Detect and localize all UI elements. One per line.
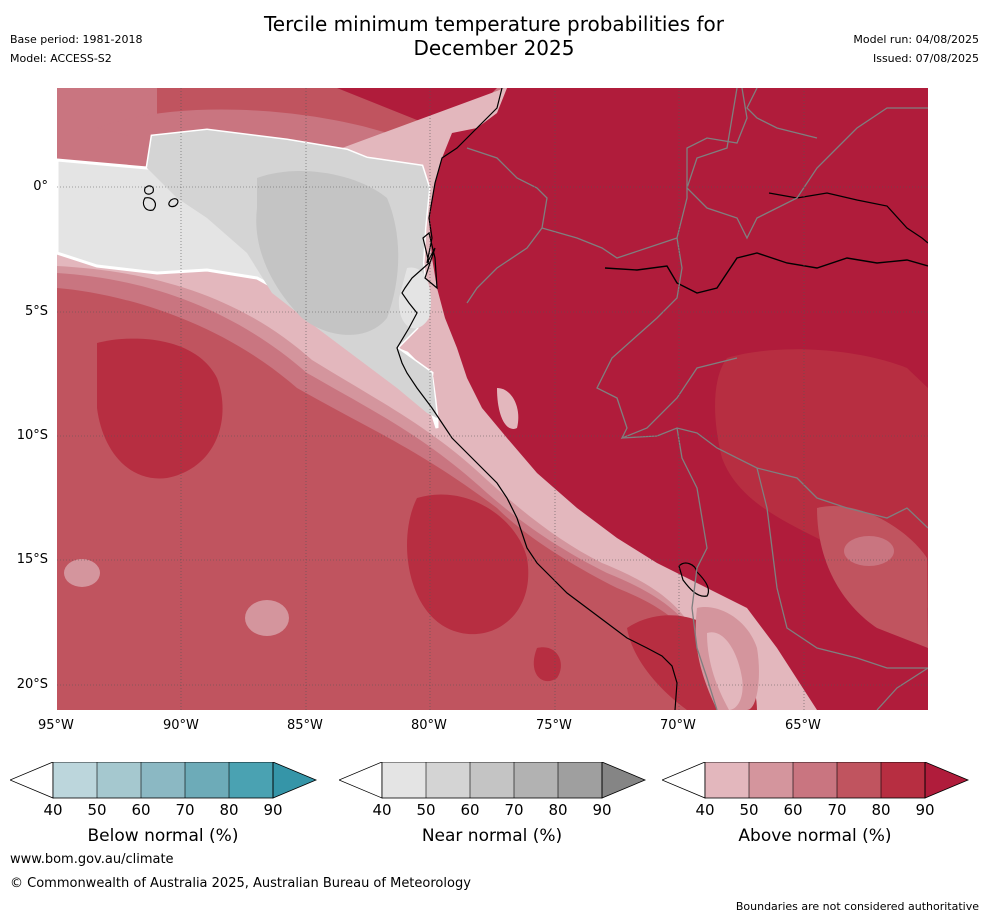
rio-negro-river [768, 192, 928, 244]
galapagos-island-3 [168, 198, 179, 208]
near-swatch-6 [601, 762, 647, 799]
near-swatch-1 [382, 762, 426, 798]
below-swatch-0 [10, 762, 54, 799]
lon-label-90w: 90°W [163, 718, 199, 733]
altiplano-lightest [707, 632, 743, 710]
legend-above-colorbar [662, 762, 970, 799]
above-swatch-1 [705, 762, 749, 798]
above-swatch-0 [662, 762, 706, 799]
border-bolivia-brazil [621, 427, 928, 529]
galapagos-island-1 [144, 185, 154, 195]
probability-map [57, 88, 928, 710]
lon-label-85w: 85°W [287, 718, 323, 733]
below-tick-50: 50 [87, 801, 107, 819]
near-swatch-2 [426, 762, 470, 798]
legend-near-colorbar [339, 762, 647, 799]
land-lighter-pocket [817, 506, 928, 648]
lat-label-10s: 10°S [16, 428, 48, 443]
below-swatch-4 [185, 762, 229, 798]
ocean-dark-pocket-3 [533, 647, 561, 682]
lon-label-75w: 75°W [536, 718, 572, 733]
above-tick-40: 40 [695, 801, 715, 819]
near-tick-80: 80 [548, 801, 568, 819]
below-swatch-3 [141, 762, 185, 798]
legend-below-colorbar [10, 762, 318, 799]
above-tick-90: 90 [915, 801, 935, 819]
lon-label-65w: 65°W [785, 718, 821, 733]
galapagos-island-2 [142, 197, 157, 211]
map-title: Tercile minimum temperature probabilitie… [0, 12, 988, 60]
above-swatch-6 [924, 762, 970, 799]
ocean-light-patch-2 [245, 600, 289, 636]
above-swatch-5 [881, 762, 925, 798]
above-tick-50: 50 [739, 801, 759, 819]
border-ecuador-peru [466, 147, 548, 304]
legend-above-title: Above normal (%) [738, 826, 892, 846]
coastal-light-spot [497, 388, 519, 429]
website-link[interactable]: www.bom.gov.au/climate [10, 852, 174, 867]
land-light-spot [844, 536, 894, 566]
below-tick-60: 60 [131, 801, 151, 819]
border-venezuela [746, 88, 818, 139]
boundaries-disclaimer: Boundaries are not considered authoritat… [735, 900, 979, 913]
above-swatch-4 [837, 762, 881, 798]
border-argentina [876, 667, 928, 710]
copyright-notice: © Commonwealth of Australia 2025, Austra… [10, 876, 471, 891]
issued-label: Issued: 07/08/2025 [872, 52, 979, 65]
ocean-dark-pocket-2 [407, 494, 529, 635]
legend-near-title: Near normal (%) [421, 826, 563, 846]
lat-label-20s: 20°S [16, 677, 48, 692]
above-tick-60: 60 [783, 801, 803, 819]
border-bolivia-peru-chile [676, 427, 718, 710]
above-swatch-3 [793, 762, 837, 798]
near-swatch-3 [470, 762, 514, 798]
below-tick-90: 90 [263, 801, 283, 819]
gridlines [57, 88, 928, 710]
lat-label-5s: 5°S [24, 304, 48, 319]
legend-below-title: Below normal (%) [87, 826, 239, 846]
below-swatch-1 [53, 762, 97, 798]
above-swatch-2 [749, 762, 793, 798]
model-label: Model: ACCESS-S2 [10, 52, 112, 65]
map-title-line1: Tercile minimum temperature probabilitie… [263, 12, 725, 36]
border-colombia [541, 88, 748, 259]
map-title-line2: December 2025 [413, 36, 575, 60]
lat-label-0: 0° [33, 179, 48, 194]
below-tick-40: 40 [43, 801, 63, 819]
lake-titicaca [678, 562, 709, 597]
model-run-label: Model run: 04/08/2025 [853, 33, 979, 46]
near-swatch-4 [514, 762, 558, 798]
near-tick-60: 60 [460, 801, 480, 819]
below-tick-70: 70 [175, 801, 195, 819]
near-tick-90: 90 [592, 801, 612, 819]
border-peru-brazil [596, 237, 738, 440]
amazon-river [604, 252, 928, 294]
below-swatch-6 [272, 762, 318, 799]
border-venezuela-brazil [686, 88, 928, 240]
near-tick-50: 50 [416, 801, 436, 819]
below-swatch-2 [97, 762, 141, 798]
near-swatch-0 [339, 762, 383, 799]
lat-label-15s: 15°S [16, 552, 48, 567]
ocean-dark-pocket-1 [97, 338, 223, 479]
lon-label-95w: 95°W [38, 718, 74, 733]
ocean-light-patch [64, 559, 100, 587]
near-swatch-5 [558, 762, 602, 798]
lon-label-70w: 70°W [660, 718, 696, 733]
above-tick-70: 70 [827, 801, 847, 819]
land-dark-region [429, 88, 928, 710]
border-bolivia-paraguay [756, 467, 928, 669]
near-normal-light-patch [398, 267, 431, 329]
below-tick-80: 80 [219, 801, 239, 819]
coastline [396, 88, 678, 710]
near-tick-40: 40 [372, 801, 392, 819]
lon-label-80w: 80°W [411, 718, 447, 733]
base-period-label: Base period: 1981-2018 [10, 33, 143, 46]
near-tick-70: 70 [504, 801, 524, 819]
near-normal-60 [256, 170, 399, 335]
above-tick-80: 80 [871, 801, 891, 819]
below-swatch-5 [229, 762, 273, 798]
